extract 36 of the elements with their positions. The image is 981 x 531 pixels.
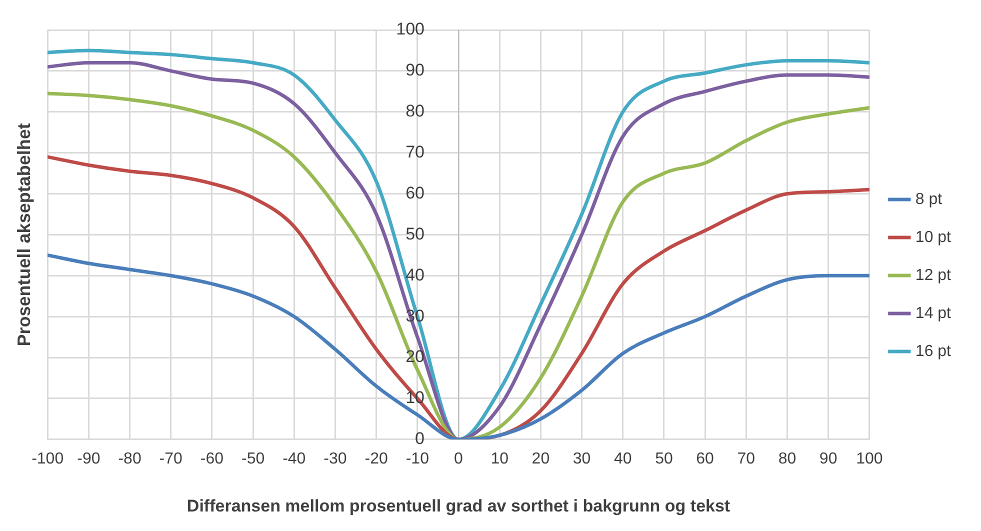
legend-label: 12 pt: [915, 266, 952, 284]
x-tick-label: -70: [159, 450, 183, 468]
x-tick-label: 100: [856, 450, 883, 468]
x-tick-label: -20: [364, 450, 388, 468]
x-tick-label: 40: [614, 450, 632, 468]
x-tick-label: 80: [778, 450, 796, 468]
x-tick-label: -30: [324, 450, 347, 468]
y-tick-label: 0: [415, 429, 425, 448]
y-axis-title: Prosentuell akseptabelhet: [14, 123, 34, 346]
x-tick-label: 0: [454, 450, 464, 468]
y-tick-label: 80: [406, 102, 425, 121]
y-tick-label: 50: [406, 224, 425, 244]
legend-label: 8 pt: [915, 190, 943, 208]
x-tick-label: -80: [118, 450, 142, 468]
legend-label: 14 pt: [915, 304, 952, 322]
x-tick-label: 70: [737, 450, 756, 468]
x-tick-label: -100: [32, 450, 64, 468]
x-axis-title: Differansen mellom prosentuell grad av sorthet i bakgrunn og tekst: [186, 496, 730, 516]
x-tick-label: 90: [819, 450, 838, 468]
legend-label: 10 pt: [915, 228, 952, 246]
x-tick-label: -40: [282, 450, 306, 468]
y-tick-label: 100: [396, 20, 425, 39]
x-tick-label: -60: [200, 450, 224, 468]
legend-label: 16 pt: [915, 342, 952, 360]
y-tick-label: 60: [406, 183, 425, 202]
y-tick-label: 90: [406, 60, 425, 80]
x-tick-label: 10: [490, 450, 509, 468]
x-tick-label: 60: [696, 450, 714, 468]
x-tick-label: -50: [241, 450, 265, 468]
x-tick-label: 30: [572, 450, 591, 468]
y-tick-label: 70: [406, 142, 425, 162]
x-tick-label: -90: [77, 450, 100, 468]
x-tick-label: 20: [532, 450, 550, 468]
x-tick-label: 50: [655, 450, 673, 468]
x-tick-label: -10: [406, 450, 430, 468]
y-tick-label: 40: [406, 265, 425, 284]
